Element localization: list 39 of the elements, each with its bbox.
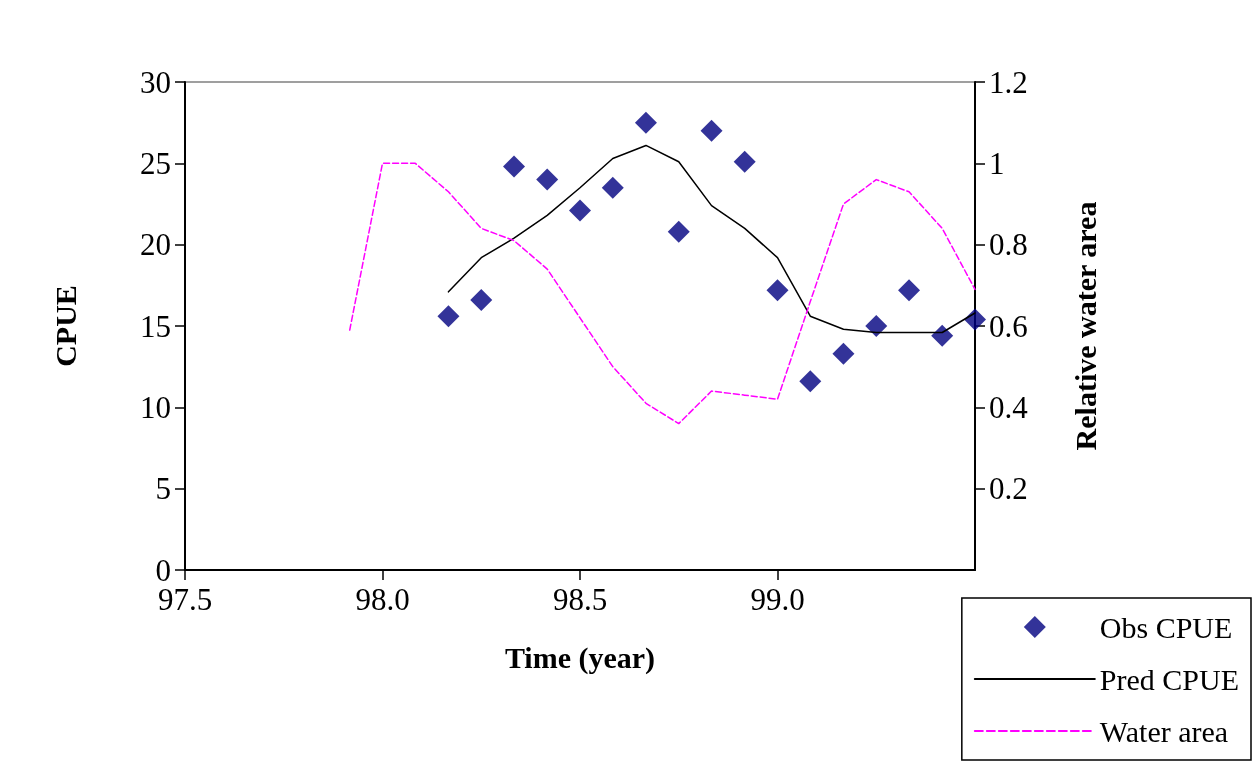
legend-label: Pred CPUE	[1099, 662, 1240, 696]
legend-label: Water area	[1099, 714, 1229, 748]
y-tick-label: 20	[140, 227, 171, 263]
y-tick-label: 25	[140, 145, 171, 181]
y-axis-title: CPUE	[48, 285, 82, 367]
x-tick-label: 99.0	[750, 582, 805, 617]
point	[832, 342, 855, 365]
y2-tick-label: 0.6	[989, 308, 1028, 344]
point	[437, 305, 460, 328]
y2-axis-title: Relative water area	[1068, 201, 1102, 451]
point	[700, 119, 723, 142]
point	[536, 168, 559, 191]
point	[503, 155, 526, 178]
y-tick-label: 30	[140, 64, 171, 100]
point	[865, 315, 888, 337]
point	[470, 288, 493, 311]
y2-tick-label: 0.8	[989, 227, 1028, 263]
point	[733, 150, 756, 173]
point	[766, 279, 789, 302]
y2-tick-label: 0.4	[989, 389, 1029, 425]
point	[898, 279, 921, 302]
y2-tick-label: 0.2	[989, 471, 1028, 507]
y-tick-label: 10	[140, 389, 171, 425]
y2-tick-label: 1	[989, 145, 1005, 181]
point	[634, 111, 657, 134]
point	[931, 324, 954, 347]
point	[667, 220, 690, 243]
point	[799, 370, 822, 393]
point	[964, 308, 986, 331]
y-tick-label: 5	[155, 471, 171, 507]
point	[601, 176, 624, 199]
line-series	[348, 162, 976, 425]
x-tick-label: 98.0	[355, 582, 410, 617]
point	[569, 199, 591, 222]
x-axis-title: Time (year)	[504, 640, 656, 675]
y-tick-label: 15	[140, 308, 171, 344]
x-tick-label: 98.5	[552, 582, 608, 617]
legend-label: Obs CPUE	[1099, 610, 1233, 644]
y2-tick-label: 1.2	[989, 64, 1028, 100]
